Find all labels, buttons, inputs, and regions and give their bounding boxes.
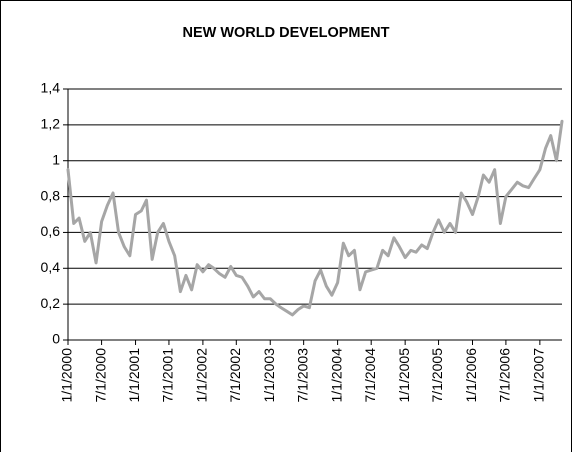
x-tick-label: 7/1/2000 [92,348,108,403]
x-tick-label: 7/1/2002 [227,348,243,403]
data-line [66,119,564,317]
x-tick-label: 1/1/2000 [59,348,75,403]
y-tick-label: 0,8 [41,187,61,203]
y-tick-label: 0,2 [41,295,61,311]
x-tick-label: 1/1/2002 [194,348,210,403]
y-tick-label: 0,4 [41,259,61,275]
x-tick-label: 1/1/2006 [463,348,479,403]
y-tick-label: 0,6 [41,223,61,239]
y-tick-label: 0 [52,331,60,347]
x-tick-label: 7/1/2003 [294,348,310,403]
x-tick-label: 1/1/2004 [328,348,344,403]
y-tick-label: 1,4 [41,80,61,96]
x-tick-label: 1/1/2003 [261,348,277,403]
y-tick-label: 1,2 [41,116,61,132]
x-tick-label: 7/1/2001 [160,348,176,403]
chart-title: NEW WORLD DEVELOPMENT [182,25,389,41]
x-tick-label: 1/1/2005 [396,348,412,403]
x-tick-label: 1/1/2007 [531,348,547,403]
x-tick-label: 7/1/2004 [362,348,378,403]
x-tick-label: 7/1/2006 [497,348,513,403]
y-tick-label: 1 [52,151,60,167]
x-tick-label: 7/1/2005 [429,348,445,403]
x-tick-label: 1/1/2001 [126,348,142,403]
